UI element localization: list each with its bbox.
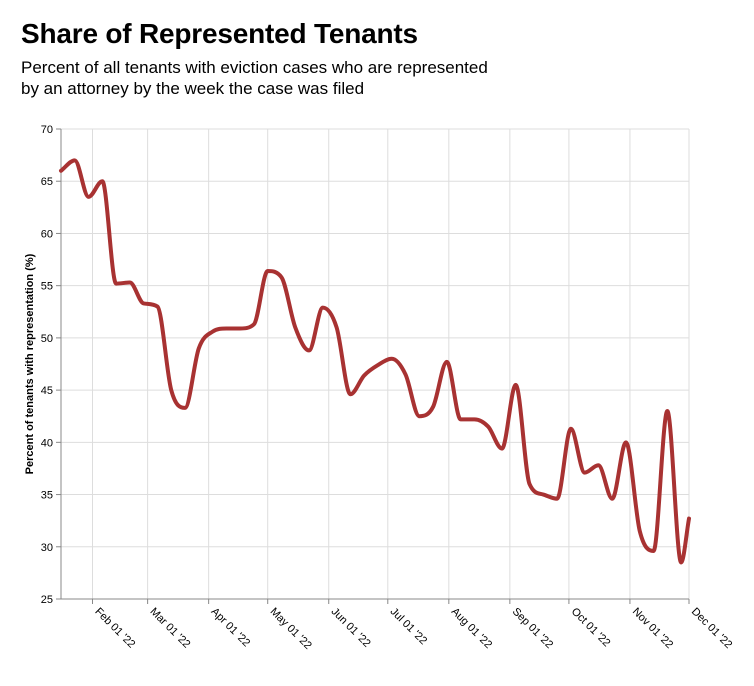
chart-subtitle-line-1: Percent of all tenants with eviction cas… <box>21 58 488 77</box>
gridlines <box>61 128 690 600</box>
x-tick-label: Sep 01 '22 <box>510 606 555 651</box>
y-tick-label: 40 <box>41 437 53 449</box>
chart-title: Share of Represented Tenants <box>21 18 418 49</box>
x-tick-label: May 01 '22 <box>268 606 314 652</box>
x-tick-label: Apr 01 '22 <box>209 606 253 650</box>
chart-subtitle: Percent of all tenants with eviction cas… <box>21 57 621 99</box>
series-line-0 <box>59 158 691 565</box>
y-tick-label: 35 <box>41 490 53 502</box>
x-tick-label: Mar 01 '22 <box>147 606 192 651</box>
y-tick-label: 65 <box>41 176 53 188</box>
y-tick-label: 25 <box>41 594 53 606</box>
x-tick-label: Feb 01 '22 <box>92 606 137 651</box>
y-tick-label: 70 <box>41 124 53 136</box>
y-tick-label: 50 <box>41 333 53 345</box>
x-tick-label: Aug 01 '22 <box>449 606 494 651</box>
x-tick-label: Dec 01 '22 <box>689 606 734 651</box>
y-tick-label: 45 <box>41 385 53 397</box>
x-tick-label: Jul 01 '22 <box>388 606 430 648</box>
y-axis-title: Percent of tenants with representation (… <box>24 253 36 474</box>
chart-subtitle-line-2: by an attorney by the week the case was … <box>21 79 365 98</box>
x-tick-label: Nov 01 '22 <box>630 606 675 651</box>
x-tick-label: Oct 01 '22 <box>569 606 613 650</box>
series-layer <box>59 158 691 565</box>
x-tick-label: Jun 01 '22 <box>329 606 373 650</box>
y-tick-label: 55 <box>41 281 53 293</box>
y-tick-label: 60 <box>41 228 53 240</box>
y-tick-label: 30 <box>41 542 53 554</box>
